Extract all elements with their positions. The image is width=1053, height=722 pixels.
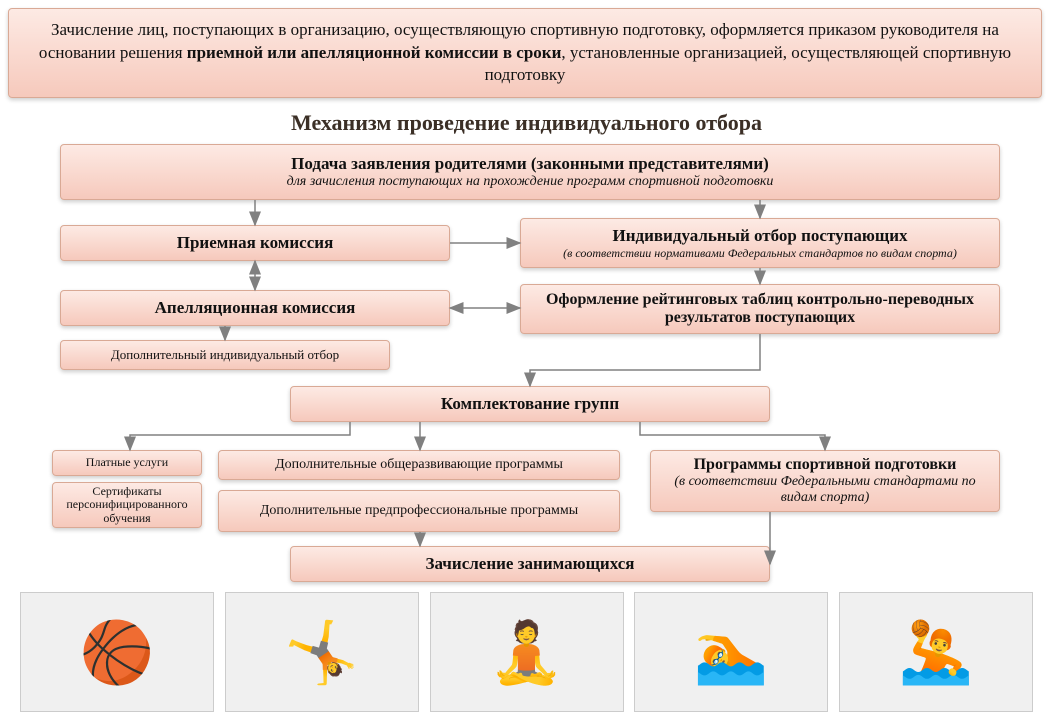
sport-rhythmic: 🤸 [225,592,419,712]
intro-banner: Зачисление лиц, поступающих в организаци… [8,8,1042,98]
arrow-10 [130,422,350,450]
swim-icon: 🏊 [694,617,769,688]
intro-post: , установленные организацией, осуществля… [485,43,1012,85]
box-title-preprof_programs: Дополнительные предпрофессиональные прог… [260,503,578,519]
box-sub-individual_selection: (в соответствии нормативами Федеральных … [563,246,957,261]
box-dev_programs: Дополнительные общеразвивающие программы [218,450,620,480]
basketball-icon: 🏀 [80,617,155,688]
box-group_formation: Комплектование групп [290,386,770,422]
box-title-additional_selection: Дополнительный индивидуальный отбор [111,347,339,363]
box-sport_programs: Программы спортивной подготовки(в соотве… [650,450,1000,512]
dive-icon: 🤽 [899,617,974,688]
box-paid_services: Платные услуги [52,450,202,476]
box-enrollment: Зачисление занимающихся [290,546,770,582]
box-title-appeal_committee: Апелляционная комиссия [155,298,356,318]
box-individual_selection: Индивидуальный отбор поступающих(в соотв… [520,218,1000,268]
sport-swim: 🏊 [634,592,828,712]
box-title-sport_programs: Программы спортивной подготовки [694,456,957,474]
arrow-6 [530,334,760,386]
rhythmic-icon: 🤸 [284,617,359,688]
box-title-enrollment: Зачисление занимающихся [426,554,635,574]
mechanism-title: Механизм проведение индивидуального отбо… [0,110,1053,136]
sport-dive: 🤽 [839,592,1033,712]
box-title-paid_services: Платные услуги [86,456,168,469]
box-rating_tables: Оформление рейтинговых таблиц контрольно… [520,284,1000,334]
box-title-individual_selection: Индивидуальный отбор поступающих [612,226,907,246]
intro-bold: приемной или апелляционной комиссии в ср… [187,43,562,62]
box-certificates: Сертификаты персонифицированного обучени… [52,482,202,528]
box-sub-submission: для зачисления поступающих на прохождени… [287,174,774,190]
arrow-9 [640,422,825,450]
sports-row: 🏀 🤸 🧘 🏊 🤽 [20,592,1033,712]
box-submission: Подача заявления родителями (законными п… [60,144,1000,200]
box-title-admission_committee: Приемная комиссия [177,233,334,253]
box-sub-sport_programs: (в соответствии Федеральными стандартами… [661,474,989,506]
sport-basketball: 🏀 [20,592,214,712]
box-additional_selection: Дополнительный индивидуальный отбор [60,340,390,370]
box-title-certificates: Сертификаты персонифицированного обучени… [63,485,191,525]
sport-floor: 🧘 [430,592,624,712]
box-title-group_formation: Комплектование групп [441,394,619,414]
box-title-dev_programs: Дополнительные общеразвивающие программы [275,457,563,473]
box-appeal_committee: Апелляционная комиссия [60,290,450,326]
box-admission_committee: Приемная комиссия [60,225,450,261]
floor-icon: 🧘 [489,617,564,688]
box-preprof_programs: Дополнительные предпрофессиональные прог… [218,490,620,532]
box-title-submission: Подача заявления родителями (законными п… [291,154,769,174]
box-title-rating_tables: Оформление рейтинговых таблиц контрольно… [531,291,989,327]
